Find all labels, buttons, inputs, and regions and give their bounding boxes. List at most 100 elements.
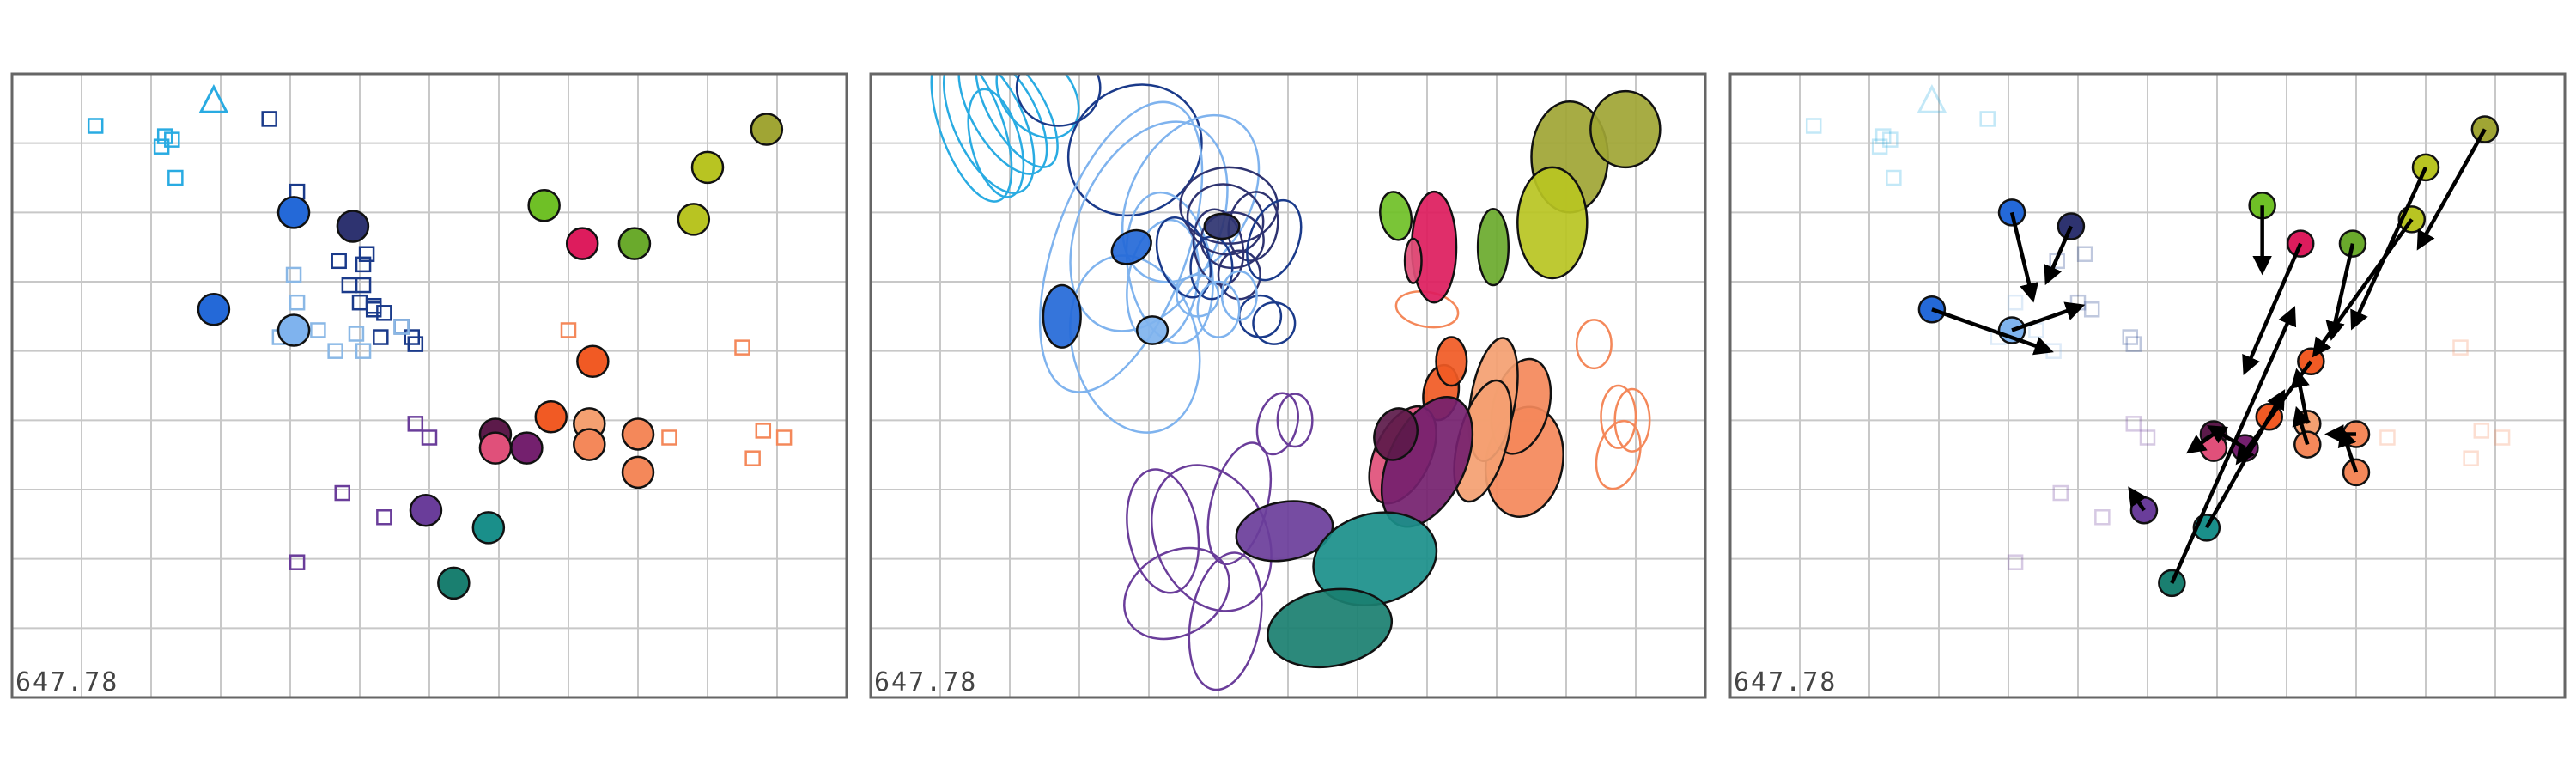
distribution-ellipses xyxy=(930,74,1662,691)
outline-ellipse xyxy=(1252,301,1297,345)
square-marker xyxy=(1871,138,1888,155)
transition-arrow xyxy=(2128,486,2148,512)
square-marker xyxy=(341,277,358,294)
square-marker xyxy=(376,305,392,321)
square-marker xyxy=(2379,429,2396,446)
circle-marker xyxy=(677,203,711,236)
circle-marker xyxy=(336,210,370,243)
filled-ellipse xyxy=(1135,315,1170,345)
square-marker xyxy=(289,554,306,570)
circle-marker xyxy=(750,113,784,146)
circle-marker xyxy=(276,313,311,347)
square-marker xyxy=(285,266,302,283)
triangle-marker xyxy=(1917,84,1947,113)
outline-ellipse xyxy=(1575,319,1613,370)
panel-transitions: 647.78 xyxy=(1728,72,2567,699)
square-marker xyxy=(2076,246,2093,262)
outline-ellipse xyxy=(1015,74,1102,127)
square-marker xyxy=(153,138,170,155)
filled-ellipse xyxy=(1235,500,1334,563)
square-marker xyxy=(1882,131,1899,148)
outline-ellipse xyxy=(1196,280,1241,338)
square-marker xyxy=(2463,450,2479,466)
panel-frame xyxy=(1728,72,2567,699)
grid-lines xyxy=(1730,74,2565,697)
square-marker xyxy=(2452,339,2469,356)
square-marker xyxy=(331,253,347,270)
circle-marker xyxy=(197,293,231,326)
square-marker xyxy=(310,322,326,338)
square-marker xyxy=(407,336,424,352)
circle-marker xyxy=(621,455,655,490)
triangle-marker xyxy=(198,84,229,113)
outline-ellipse xyxy=(967,88,1025,198)
transition-arrow xyxy=(2325,243,2355,341)
transition-arrow xyxy=(2170,306,2297,584)
outline-ellipse xyxy=(942,74,1036,194)
square-marker xyxy=(2052,484,2069,502)
square-marker xyxy=(376,509,392,526)
square-marker xyxy=(2094,509,2111,526)
outline-ellipse xyxy=(975,74,1059,168)
outline-ellipse xyxy=(1179,166,1279,245)
filled-ellipse xyxy=(1476,208,1510,287)
circle-marker xyxy=(276,196,311,229)
filled-ellipse xyxy=(1267,587,1394,669)
circle-marker xyxy=(690,150,725,185)
square-marker xyxy=(2494,429,2511,446)
value-readout: 647.78 xyxy=(15,667,118,697)
outline-ellipse xyxy=(1126,468,1200,594)
outline-ellipse xyxy=(957,74,1048,175)
filled-ellipse xyxy=(1403,237,1423,284)
circle-marker xyxy=(471,511,506,545)
square-marker xyxy=(327,343,343,359)
circle-marker xyxy=(409,493,443,527)
square-marker xyxy=(355,277,372,294)
square-marker xyxy=(393,319,410,335)
square-marker xyxy=(261,111,277,127)
outline-ellipse xyxy=(1069,120,1229,332)
outline-ellipse xyxy=(1123,546,1230,641)
circle-marker xyxy=(437,566,471,600)
transition-arrow xyxy=(2416,128,2487,251)
square-marker xyxy=(365,301,382,318)
square-marker xyxy=(421,429,438,446)
outline-ellipse xyxy=(995,74,1080,139)
outline-ellipse xyxy=(1188,551,1263,691)
square-marker xyxy=(734,339,750,356)
transition-arrow xyxy=(2337,427,2359,473)
filled-ellipse xyxy=(1379,191,1413,241)
outline-ellipse xyxy=(1600,384,1637,449)
filled-ellipse xyxy=(1042,283,1082,349)
circle-marker xyxy=(534,400,568,434)
filled-ellipse xyxy=(1435,336,1468,387)
observation-markers xyxy=(87,84,793,600)
square-marker xyxy=(373,329,389,345)
square-marker xyxy=(393,319,410,335)
outline-ellipse xyxy=(1220,270,1258,321)
square-marker xyxy=(744,450,761,466)
transition-arrow xyxy=(2292,405,2312,446)
circle-marker xyxy=(576,344,610,379)
square-marker xyxy=(2125,336,2142,352)
transition-arrow xyxy=(2204,389,2286,529)
filled-ellipse xyxy=(1589,89,1662,169)
circle-marker xyxy=(510,431,544,465)
circle-marker xyxy=(565,227,599,260)
square-marker xyxy=(167,169,184,186)
transition-point xyxy=(1997,198,2026,227)
filled-ellipse xyxy=(1203,212,1241,240)
square-marker xyxy=(87,118,104,134)
filled-ellipse xyxy=(1312,511,1438,606)
square-marker xyxy=(2007,294,2024,311)
filled-ellipse xyxy=(1373,407,1419,461)
square-marker xyxy=(560,322,577,338)
circle-marker xyxy=(621,417,655,451)
filled-ellipse xyxy=(1516,166,1589,280)
square-marker xyxy=(2125,416,2142,432)
square-marker xyxy=(355,343,372,359)
panel-distributions: 647.78 xyxy=(869,72,1707,699)
outline-ellipse xyxy=(1186,183,1265,256)
outline-ellipse xyxy=(1613,387,1651,453)
